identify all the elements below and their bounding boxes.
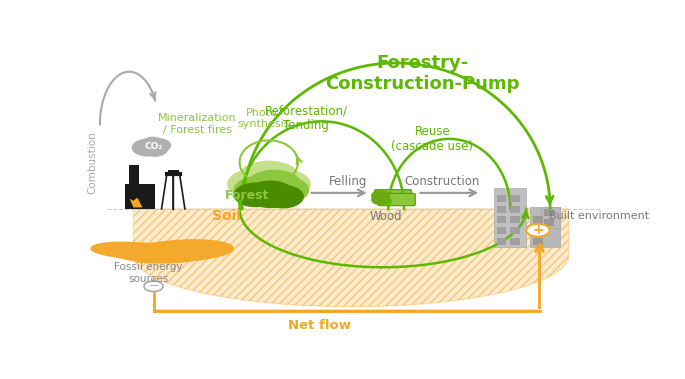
Bar xyxy=(497,206,506,213)
Circle shape xyxy=(234,177,282,203)
Text: Combustion: Combustion xyxy=(88,131,97,194)
Circle shape xyxy=(259,170,310,198)
Bar xyxy=(540,207,560,228)
Circle shape xyxy=(142,142,167,156)
Polygon shape xyxy=(129,198,142,207)
Circle shape xyxy=(238,161,299,195)
Text: Reforestation/
Tending: Reforestation/ Tending xyxy=(264,105,347,132)
Circle shape xyxy=(264,178,308,202)
Text: Forest: Forest xyxy=(225,189,270,202)
Text: Net flow: Net flow xyxy=(288,319,351,332)
Text: Fossil energy
sources: Fossil energy sources xyxy=(114,262,182,284)
Bar xyxy=(497,196,506,202)
Bar xyxy=(545,219,554,226)
Bar xyxy=(497,216,506,224)
Circle shape xyxy=(132,139,162,156)
Text: Photo-
synthesis: Photo- synthesis xyxy=(237,108,290,129)
Bar xyxy=(497,238,506,244)
Bar xyxy=(510,227,520,234)
Text: Soil: Soil xyxy=(212,209,240,223)
FancyBboxPatch shape xyxy=(378,193,415,206)
Circle shape xyxy=(247,171,301,201)
Text: Wood: Wood xyxy=(369,210,402,223)
Text: Built environment: Built environment xyxy=(549,211,649,221)
Circle shape xyxy=(228,169,283,199)
Polygon shape xyxy=(91,240,234,263)
Bar xyxy=(129,165,138,184)
Bar xyxy=(510,196,520,202)
Bar xyxy=(545,208,554,216)
FancyBboxPatch shape xyxy=(375,190,412,202)
Bar xyxy=(533,238,543,244)
Circle shape xyxy=(247,181,295,207)
Text: Reuse
(cascade use): Reuse (cascade use) xyxy=(391,125,473,153)
Text: Forestry-
Construction-Pump: Forestry- Construction-Pump xyxy=(325,54,520,93)
Text: Construction: Construction xyxy=(405,175,480,188)
Text: CO₂: CO₂ xyxy=(145,142,163,151)
Bar xyxy=(168,170,179,175)
Circle shape xyxy=(372,194,390,205)
Circle shape xyxy=(147,139,171,152)
Bar xyxy=(530,207,560,247)
Text: Mineralization
/ Forest fires: Mineralization / Forest fires xyxy=(158,113,236,135)
Bar xyxy=(533,227,543,234)
Circle shape xyxy=(144,281,163,291)
Polygon shape xyxy=(134,209,569,307)
Circle shape xyxy=(263,186,303,208)
Circle shape xyxy=(372,191,390,201)
Bar xyxy=(497,227,506,234)
Bar xyxy=(510,238,520,244)
Circle shape xyxy=(142,138,163,149)
Bar xyxy=(125,184,155,209)
Bar xyxy=(533,216,543,224)
Bar xyxy=(510,216,520,224)
Circle shape xyxy=(234,183,277,207)
Text: +: + xyxy=(532,223,544,237)
Bar xyxy=(495,188,526,247)
Circle shape xyxy=(526,224,549,236)
Bar xyxy=(510,206,520,213)
Text: −: − xyxy=(149,280,159,293)
Text: Felling: Felling xyxy=(329,175,368,188)
